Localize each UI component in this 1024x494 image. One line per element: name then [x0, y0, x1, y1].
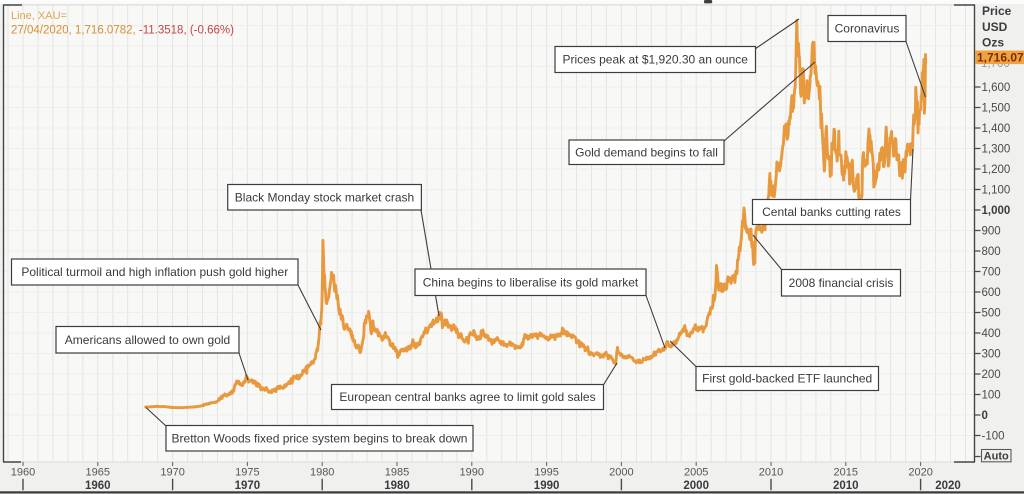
svg-text:Prices peak at $1,920.30 an ou: Prices peak at $1,920.30 an ounce — [562, 53, 748, 67]
svg-text:1970: 1970 — [160, 467, 184, 479]
svg-text:2020: 2020 — [935, 480, 961, 492]
svg-text:USD: USD — [982, 20, 1008, 34]
svg-text:Bretton Woods fixed price syst: Bretton Woods fixed price system begins … — [172, 431, 468, 445]
svg-text:1,500: 1,500 — [982, 103, 1011, 115]
svg-text:1960: 1960 — [85, 480, 111, 492]
svg-text:27/04/2020, 1,716.0782, -11.35: 27/04/2020, 1,716.0782, -11.3518, (-0.66… — [11, 25, 234, 37]
svg-text:Auto: Auto — [984, 451, 1009, 463]
svg-text:500: 500 — [982, 308, 1001, 320]
svg-text:1995: 1995 — [534, 467, 558, 479]
svg-text:900: 900 — [982, 226, 1001, 238]
svg-text:Political turmoil and high inf: Political turmoil and high inflation pus… — [21, 265, 288, 279]
svg-text:1990: 1990 — [534, 480, 560, 492]
svg-text:1,600: 1,600 — [982, 82, 1011, 94]
svg-text:-100: -100 — [982, 431, 1005, 443]
svg-text:China begins to liberalise its: China begins to liberalise its gold mark… — [423, 275, 639, 289]
svg-text:Coronavirus: Coronavirus — [835, 22, 900, 36]
svg-text:1980: 1980 — [384, 480, 410, 492]
svg-text:Cental banks cutting rates: Cental banks cutting rates — [762, 205, 901, 219]
svg-text:1960: 1960 — [11, 467, 35, 479]
svg-text:First gold-backed ETF launched: First gold-backed ETF launched — [702, 372, 872, 386]
svg-text:1,200: 1,200 — [982, 164, 1011, 176]
svg-text:1,100: 1,100 — [982, 185, 1011, 197]
svg-text:1975: 1975 — [235, 467, 259, 479]
svg-text:200: 200 — [982, 369, 1001, 381]
svg-text:0: 0 — [982, 410, 988, 422]
svg-text:1980: 1980 — [310, 467, 334, 479]
svg-text:1965: 1965 — [86, 467, 110, 479]
svg-text:700: 700 — [982, 267, 1001, 279]
svg-text:Gold demand begins to fall: Gold demand begins to fall — [575, 145, 718, 159]
svg-text:Ozs: Ozs — [982, 36, 1004, 50]
svg-text:1,300: 1,300 — [982, 144, 1011, 156]
svg-text:2000: 2000 — [609, 467, 633, 479]
svg-text:2020: 2020 — [908, 467, 932, 479]
svg-text:400: 400 — [982, 328, 1001, 340]
svg-text:Line, XAU=: Line, XAU= — [11, 10, 67, 22]
svg-text:Price: Price — [982, 4, 1012, 18]
svg-text:Americans allowed to own gold: Americans allowed to own gold — [65, 333, 230, 347]
svg-text:2015: 2015 — [834, 467, 858, 479]
svg-text:1,400: 1,400 — [982, 123, 1011, 135]
svg-text:800: 800 — [982, 246, 1001, 258]
svg-text:1990: 1990 — [460, 467, 484, 479]
svg-text:2010: 2010 — [833, 480, 859, 492]
svg-text:1985: 1985 — [385, 467, 409, 479]
svg-text:600: 600 — [982, 287, 1001, 299]
svg-text:2008 financial crisis: 2008 financial crisis — [789, 276, 894, 290]
svg-text:1,000: 1,000 — [982, 205, 1011, 217]
svg-text:2005: 2005 — [684, 467, 708, 479]
svg-text:European central banks agree t: European central banks agree to limit go… — [339, 390, 595, 404]
svg-text:300: 300 — [982, 349, 1001, 361]
svg-text:1,716.07: 1,716.07 — [977, 51, 1024, 65]
svg-text:100: 100 — [982, 390, 1001, 402]
svg-text:2000: 2000 — [683, 480, 709, 492]
svg-text:1970: 1970 — [235, 480, 261, 492]
svg-text:Black Monday stock market cras: Black Monday stock market crash — [235, 190, 414, 204]
svg-text:2010: 2010 — [759, 467, 783, 479]
